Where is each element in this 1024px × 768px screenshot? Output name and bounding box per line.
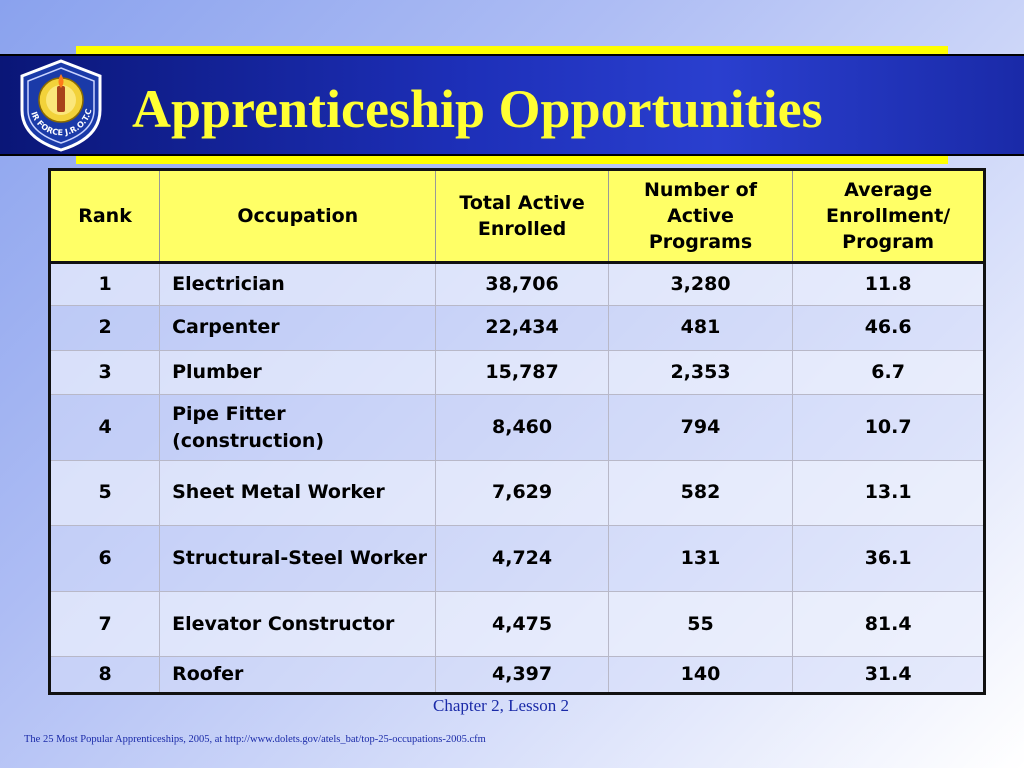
programs-cell: 794 [607,394,794,461]
total-enrolled-cell: 7,629 [435,459,609,526]
programs-cell: 481 [607,304,794,351]
page-title: Apprenticeship Opportunities [132,79,823,139]
occupation-cell: Sheet Metal Worker [159,459,437,526]
occupation-cell: Pipe Fitter (construction) [159,394,437,461]
programs-cell: 131 [607,524,794,593]
total-enrolled-cell: 38,706 [435,262,609,306]
table-row: 3 Plumber 15,787 2,353 6.7 [48,349,985,396]
rank-cell: 2 [48,304,161,351]
header-average-enrollment: Average Enrollment/ Program [792,169,985,264]
header-rank: Rank [48,169,161,264]
programs-cell: 140 [607,656,794,694]
occupation-cell: Carpenter [159,304,437,351]
occupation-cell: Roofer [159,656,437,694]
table-row: 6 Structural-Steel Worker 4,724 131 36.1 [48,524,985,593]
average-cell: 81.4 [792,591,985,658]
table-row: 1 Electrician 38,706 3,280 11.8 [48,262,985,306]
average-cell: 10.7 [792,394,985,461]
average-cell: 46.6 [792,304,985,351]
rank-cell: 7 [48,591,161,658]
table-row: 8 Roofer 4,397 140 31.4 [48,656,985,694]
apprenticeship-table: Rank Occupation Total Active Enrolled Nu… [48,168,986,695]
programs-cell: 582 [607,459,794,526]
rank-cell: 1 [48,262,161,306]
source-citation: The 25 Most Popular Apprenticeships, 200… [24,734,486,745]
bottom-yellow-bar [76,156,948,164]
air-force-jrotc-emblem-icon: AIR FORCE J.R.O.T.C. [14,58,102,152]
table-row: 4 Pipe Fitter (construction) 8,460 794 1… [48,394,985,461]
average-cell: 6.7 [792,349,985,396]
occupation-cell: Structural-Steel Worker [159,524,437,593]
programs-cell: 3,280 [607,262,794,306]
header-total-active-enrolled: Total Active Enrolled [435,169,609,264]
occupation-cell: Plumber [159,349,437,396]
rank-cell: 4 [48,394,161,461]
total-enrolled-cell: 4,397 [435,656,609,694]
occupation-cell: Elevator Constructor [159,591,437,658]
rank-cell: 5 [48,459,161,526]
average-cell: 11.8 [792,262,985,306]
average-cell: 31.4 [792,656,985,694]
average-cell: 13.1 [792,459,985,526]
total-enrolled-cell: 15,787 [435,349,609,396]
total-enrolled-cell: 4,475 [435,591,609,658]
table-row: 5 Sheet Metal Worker 7,629 582 13.1 [48,459,985,526]
table-row: 2 Carpenter 22,434 481 46.6 [48,304,985,351]
rank-cell: 3 [48,349,161,396]
programs-cell: 55 [607,591,794,658]
header-number-of-programs: Number of Active Programs [607,169,794,264]
table-row: 7 Elevator Constructor 4,475 55 81.4 [48,591,985,658]
title-banner [0,54,1024,156]
top-yellow-bar [76,46,948,54]
rank-cell: 6 [48,524,161,593]
occupation-cell: Electrician [159,262,437,306]
header-occupation: Occupation [159,169,437,264]
total-enrolled-cell: 8,460 [435,394,609,461]
rank-cell: 8 [48,656,161,694]
chapter-label: Chapter 2, Lesson 2 [433,696,569,715]
total-enrolled-cell: 22,434 [435,304,609,351]
table-header-row: Rank Occupation Total Active Enrolled Nu… [48,169,985,264]
average-cell: 36.1 [792,524,985,593]
programs-cell: 2,353 [607,349,794,396]
total-enrolled-cell: 4,724 [435,524,609,593]
